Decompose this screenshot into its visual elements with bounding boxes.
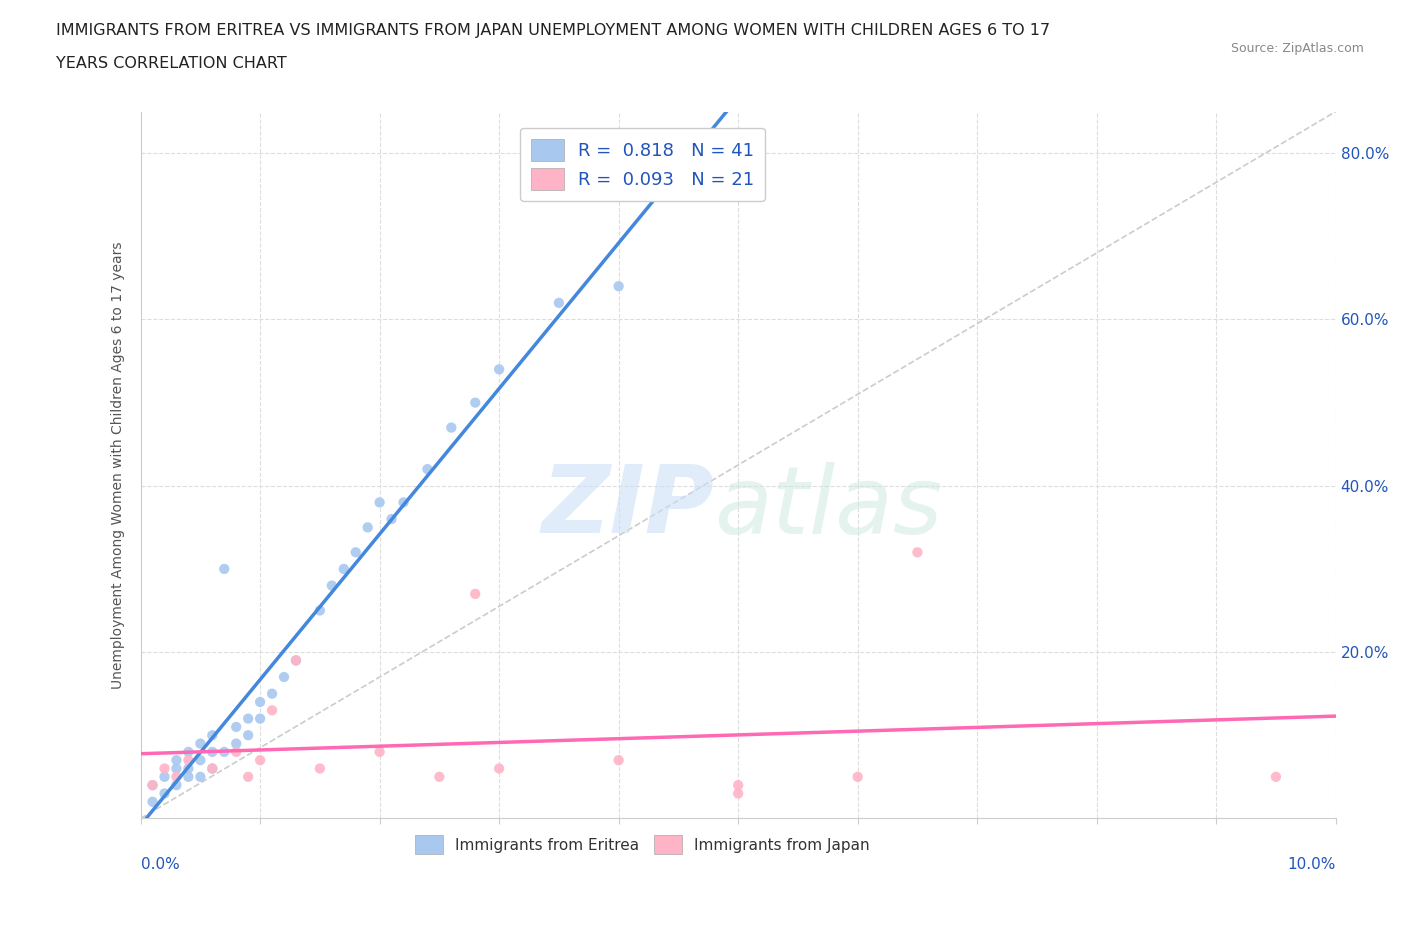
Point xyxy=(249,695,271,710)
Point xyxy=(249,752,271,767)
Point xyxy=(188,737,212,751)
Point xyxy=(141,794,163,809)
Point xyxy=(236,728,259,743)
Point xyxy=(225,737,247,751)
Point xyxy=(262,686,284,701)
Point xyxy=(177,769,200,784)
Point xyxy=(214,562,236,577)
Point xyxy=(846,769,869,784)
Point xyxy=(284,653,308,668)
Text: Source: ZipAtlas.com: Source: ZipAtlas.com xyxy=(1230,42,1364,55)
Point xyxy=(284,653,308,668)
Point xyxy=(153,769,176,784)
Point xyxy=(416,461,439,476)
Point xyxy=(225,720,247,735)
Point xyxy=(321,578,343,593)
Point xyxy=(907,545,929,560)
Point xyxy=(309,603,332,618)
Point xyxy=(607,279,630,294)
Point xyxy=(201,761,224,776)
Point xyxy=(380,512,404,526)
Point xyxy=(141,777,163,792)
Point xyxy=(201,728,224,743)
Point xyxy=(177,752,200,767)
Point xyxy=(392,495,415,510)
Point xyxy=(333,562,356,577)
Point xyxy=(727,786,749,801)
Point xyxy=(464,395,486,410)
Point xyxy=(166,761,188,776)
Point xyxy=(488,761,510,776)
Point xyxy=(368,744,391,759)
Point xyxy=(188,769,212,784)
Point xyxy=(201,761,224,776)
Point xyxy=(166,752,188,767)
Point xyxy=(273,670,295,684)
Point xyxy=(166,769,188,784)
Point xyxy=(607,752,630,767)
Text: atlas: atlas xyxy=(714,462,942,553)
Point xyxy=(214,744,236,759)
Point xyxy=(236,769,259,784)
Point xyxy=(368,495,391,510)
Point xyxy=(548,296,571,311)
Point xyxy=(177,761,200,776)
Point xyxy=(357,520,380,535)
Text: ZIP: ZIP xyxy=(541,461,714,553)
Point xyxy=(249,711,271,726)
Point xyxy=(166,777,188,792)
Point xyxy=(188,752,212,767)
Text: YEARS CORRELATION CHART: YEARS CORRELATION CHART xyxy=(56,56,287,71)
Point xyxy=(488,362,510,377)
Point xyxy=(309,761,332,776)
Y-axis label: Unemployment Among Women with Children Ages 6 to 17 years: Unemployment Among Women with Children A… xyxy=(111,241,125,689)
Point xyxy=(1265,769,1288,784)
Text: IMMIGRANTS FROM ERITREA VS IMMIGRANTS FROM JAPAN UNEMPLOYMENT AMONG WOMEN WITH C: IMMIGRANTS FROM ERITREA VS IMMIGRANTS FR… xyxy=(56,23,1050,38)
Legend: Immigrants from Eritrea, Immigrants from Japan: Immigrants from Eritrea, Immigrants from… xyxy=(409,830,876,860)
Point xyxy=(141,777,163,792)
Text: 0.0%: 0.0% xyxy=(141,857,180,872)
Point xyxy=(464,587,486,602)
Point xyxy=(177,744,200,759)
Text: 10.0%: 10.0% xyxy=(1288,857,1336,872)
Point xyxy=(201,744,224,759)
Point xyxy=(153,786,176,801)
Point xyxy=(427,769,450,784)
Point xyxy=(344,545,367,560)
Point xyxy=(236,711,259,726)
Point xyxy=(153,761,176,776)
Point xyxy=(727,777,749,792)
Point xyxy=(440,420,463,435)
Point xyxy=(225,744,247,759)
Point xyxy=(262,703,284,718)
